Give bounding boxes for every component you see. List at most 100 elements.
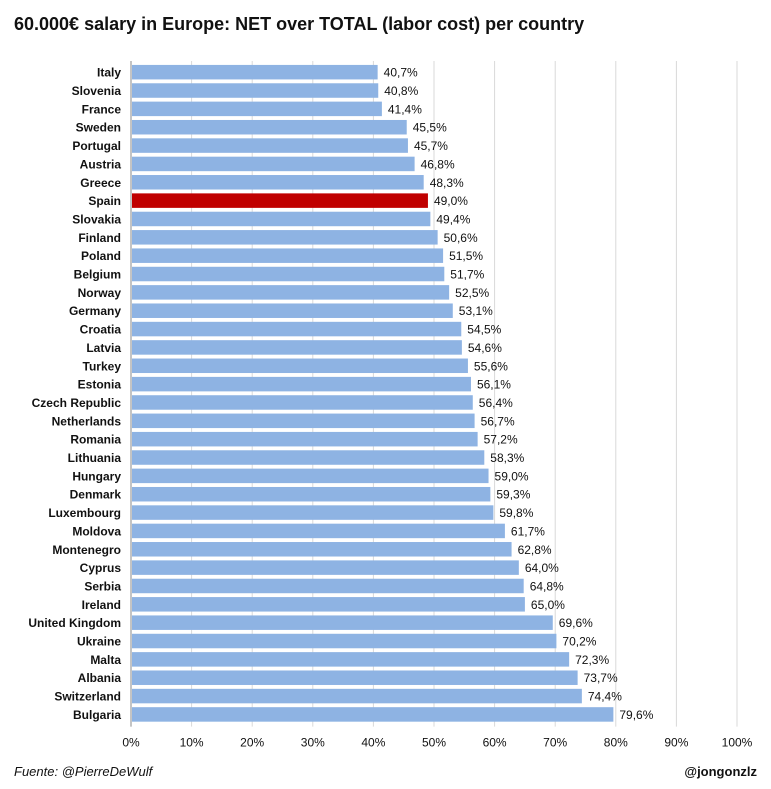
- category-label: Czech Republic: [32, 396, 122, 410]
- x-tick-label: 80%: [604, 736, 628, 750]
- bar: [132, 64, 378, 80]
- source-note: Fuente: @PierreDeWulf: [14, 764, 153, 779]
- bar: [132, 285, 450, 300]
- bar: [132, 321, 462, 337]
- x-tick-label: 0%: [122, 736, 140, 750]
- value-label: 54,5%: [467, 323, 501, 337]
- x-tick-label: 10%: [180, 736, 204, 750]
- category-label: Estonia: [78, 378, 122, 392]
- x-tick-label: 60%: [483, 736, 507, 750]
- value-label: 50,6%: [444, 231, 478, 245]
- bar: [132, 211, 431, 227]
- value-label: 51,7%: [450, 268, 484, 282]
- value-label: 54,6%: [468, 341, 502, 355]
- value-label: 56,1%: [477, 378, 511, 392]
- value-label: 49,0%: [434, 194, 468, 208]
- bar: [132, 505, 494, 520]
- bar: [132, 83, 379, 98]
- category-label: Albania: [78, 671, 122, 685]
- author-credit: @jongonzlz: [684, 764, 757, 779]
- bar: [132, 450, 485, 465]
- bar: [132, 615, 553, 630]
- value-label: 56,4%: [479, 396, 513, 410]
- category-label: Cyprus: [80, 561, 122, 575]
- value-label: 59,3%: [496, 488, 530, 502]
- bar: [132, 578, 524, 594]
- bar: [132, 266, 445, 282]
- category-label: Poland: [81, 249, 121, 263]
- bar: [132, 248, 444, 263]
- category-label: Norway: [78, 286, 122, 300]
- bar: [132, 101, 382, 117]
- category-label: Moldova: [72, 524, 121, 538]
- chart-title: 60.000€ salary in Europe: NET over TOTAL…: [14, 14, 585, 34]
- value-label: 53,1%: [459, 304, 493, 318]
- category-label: Turkey: [83, 359, 122, 373]
- value-label: 41,4%: [388, 102, 422, 116]
- bar: [132, 560, 519, 575]
- bar: [132, 230, 438, 245]
- category-label: Slovenia: [72, 84, 122, 98]
- category-label: United Kingdom: [28, 616, 121, 630]
- category-label: Switzerland: [54, 690, 121, 704]
- bar: [132, 340, 462, 355]
- category-label: Ukraine: [77, 635, 121, 649]
- bar: [132, 652, 570, 667]
- bar: [132, 395, 473, 410]
- value-label: 51,5%: [449, 249, 483, 263]
- category-label: Greece: [80, 176, 121, 190]
- value-label: 40,8%: [384, 84, 418, 98]
- value-label: 70,2%: [562, 635, 596, 649]
- bar: [132, 688, 582, 704]
- value-label: 48,3%: [430, 176, 464, 190]
- bar: [132, 670, 578, 685]
- value-label: 59,0%: [495, 469, 529, 483]
- value-label: 72,3%: [575, 653, 609, 667]
- value-label: 52,5%: [455, 286, 489, 300]
- x-tick-label: 100%: [722, 736, 753, 750]
- value-label: 58,3%: [490, 451, 524, 465]
- category-label: Montenegro: [52, 543, 121, 557]
- bar: [132, 431, 478, 447]
- value-label: 59,8%: [499, 506, 533, 520]
- category-label: Sweden: [76, 121, 121, 135]
- x-tick-label: 70%: [543, 736, 567, 750]
- bar: [132, 303, 453, 318]
- x-tick-label: 30%: [301, 736, 325, 750]
- value-label: 65,0%: [531, 598, 565, 612]
- value-label: 56,7%: [481, 414, 515, 428]
- x-tick-label: 20%: [240, 736, 264, 750]
- value-label: 49,4%: [436, 212, 470, 226]
- value-label: 64,8%: [530, 579, 564, 593]
- category-label: Belgium: [74, 268, 121, 282]
- value-label: 62,8%: [518, 543, 552, 557]
- value-label: 64,0%: [525, 561, 559, 575]
- value-label: 61,7%: [511, 524, 545, 538]
- bar: [132, 413, 475, 429]
- category-label: Finland: [78, 231, 121, 245]
- category-label: Austria: [80, 157, 122, 171]
- value-label: 69,6%: [559, 616, 593, 630]
- value-label: 46,8%: [421, 157, 455, 171]
- x-tick-label: 50%: [422, 736, 446, 750]
- bar: [132, 542, 512, 557]
- bar: [132, 358, 468, 374]
- bar: [132, 523, 505, 539]
- category-label: Latvia: [86, 341, 121, 355]
- value-label: 45,5%: [413, 121, 447, 135]
- category-label: Spain: [88, 194, 121, 208]
- category-label: Luxembourg: [48, 506, 121, 520]
- bar: [132, 138, 408, 153]
- category-label: Romania: [70, 433, 121, 447]
- bar: [132, 119, 407, 135]
- x-tick-label: 90%: [664, 736, 688, 750]
- value-label: 74,4%: [588, 690, 622, 704]
- category-label: Bulgaria: [73, 708, 121, 722]
- category-label: Ireland: [82, 598, 121, 612]
- bar: [132, 468, 489, 484]
- bar: [132, 376, 471, 392]
- bar: [132, 486, 491, 502]
- bar: [132, 707, 614, 722]
- category-label: Slovakia: [72, 212, 121, 226]
